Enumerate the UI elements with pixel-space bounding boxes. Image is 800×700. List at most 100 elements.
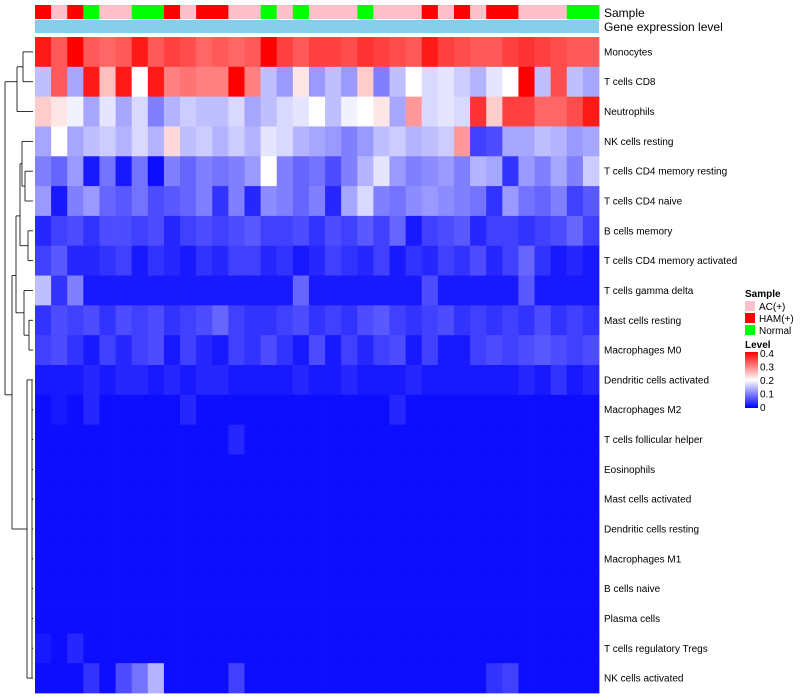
heatmap-cell — [566, 126, 584, 157]
heatmap-cell — [308, 484, 326, 515]
heatmap-cell — [51, 454, 68, 485]
heatmap-cell — [502, 543, 519, 575]
heatmap-cell — [83, 305, 100, 336]
heatmap-cell — [228, 394, 245, 426]
heatmap-cell — [341, 186, 358, 217]
heatmap-cell — [83, 454, 100, 485]
heatmap-cell — [566, 543, 584, 575]
heatmap-cell — [147, 424, 165, 455]
heatmap-cell — [357, 215, 374, 247]
heatmap-cell — [308, 603, 326, 634]
heatmap-cell — [212, 484, 229, 515]
heatmap-cell — [67, 156, 84, 187]
heatmap-cell — [115, 305, 133, 336]
heatmap-cell — [276, 633, 294, 664]
heatmap-cell — [163, 663, 181, 694]
heatmap-cell — [51, 186, 68, 217]
heatmap-cell — [212, 573, 229, 604]
heatmap-cell — [292, 424, 310, 455]
heatmap-cell — [308, 37, 326, 68]
heatmap-cell — [357, 663, 374, 694]
heatmap-cell — [502, 514, 519, 545]
heatmap-cell — [357, 186, 374, 217]
heatmap-cell — [437, 96, 455, 127]
heatmap-cell — [228, 215, 245, 247]
heatmap-cell — [518, 454, 535, 485]
heatmap-cell — [292, 514, 310, 545]
heatmap-cell — [115, 603, 133, 634]
heatmap-cell — [83, 365, 100, 396]
sample-track-label: Sample — [604, 6, 645, 20]
heatmap-cell — [196, 514, 213, 545]
heatmap-cell — [196, 275, 213, 306]
heatmap-cell — [582, 543, 600, 575]
heatmap-cell — [357, 335, 374, 366]
row-label: B cells memory — [604, 226, 672, 237]
heatmap-cell — [276, 186, 294, 217]
heatmap-cell — [180, 156, 197, 187]
heatmap-cell — [357, 126, 374, 157]
heatmap-cell — [518, 394, 535, 426]
heatmap-cell — [244, 484, 261, 515]
heatmap-cell — [373, 543, 390, 575]
heatmap-cell — [212, 424, 229, 455]
heatmap-cell — [582, 156, 600, 187]
heatmap-cell — [99, 126, 116, 157]
heatmap-cell — [131, 156, 149, 187]
heatmap-cell — [421, 394, 439, 426]
heatmap-cell — [228, 484, 245, 515]
heatmap-cell — [67, 365, 84, 396]
heatmap-cell — [421, 96, 439, 127]
heatmap-cell — [67, 335, 84, 366]
heatmap-cell — [582, 305, 600, 336]
heatmap-cell — [470, 365, 487, 396]
heatmap-cell — [212, 514, 229, 545]
heatmap-cell — [582, 245, 600, 276]
heatmap-cell — [389, 126, 407, 157]
heatmap-cell — [453, 663, 471, 694]
heatmap-cell — [35, 514, 52, 545]
heatmap-cell — [35, 96, 52, 127]
heatmap-cell — [83, 96, 100, 127]
heatmap-cell — [196, 66, 213, 98]
heatmap-cell — [131, 186, 149, 217]
heatmap-cell — [99, 573, 116, 604]
heatmap-cell — [51, 275, 68, 306]
heatmap-cell — [325, 275, 342, 306]
heatmap-cell — [421, 663, 439, 694]
heatmap-cell — [99, 305, 116, 336]
heatmap-cell — [518, 126, 535, 157]
heatmap-cell — [83, 215, 100, 247]
heatmap-cell — [180, 424, 197, 455]
heatmap-cell — [196, 186, 213, 217]
heatmap-cell — [99, 663, 116, 694]
heatmap-cell — [325, 603, 342, 634]
heatmap-cell — [83, 394, 100, 426]
heatmap-cell — [550, 156, 568, 187]
heatmap-cell — [115, 96, 133, 127]
heatmap-cell — [196, 543, 213, 575]
heatmap-cell — [389, 215, 407, 247]
heatmap-cell — [244, 275, 261, 306]
level-ticks: 0.4 0.3 0.2 0.1 0 — [760, 349, 774, 414]
heatmap-cell — [502, 37, 519, 68]
heatmap-cell — [470, 66, 487, 98]
heatmap-cell — [228, 543, 245, 575]
heatmap-cell — [212, 663, 229, 694]
expression-annotation-track — [35, 20, 599, 33]
heatmap-cell — [228, 37, 245, 68]
row-label: T cells CD4 memory resting — [604, 167, 727, 178]
heatmap-cell — [357, 454, 374, 485]
heatmap-cell — [131, 543, 149, 575]
heatmap-cell — [244, 96, 261, 127]
heatmap-cell — [51, 96, 68, 127]
heatmap-cell — [518, 66, 535, 98]
heatmap-cell — [147, 245, 165, 276]
heatmap-cell — [163, 394, 181, 426]
legend-label-normal: Normal — [759, 326, 791, 337]
heatmap-cell — [308, 394, 326, 426]
row-label: NK cells resting — [604, 137, 673, 148]
heatmap-cell — [292, 663, 310, 694]
heatmap-cell — [453, 186, 471, 217]
heatmap-cell — [131, 663, 149, 694]
